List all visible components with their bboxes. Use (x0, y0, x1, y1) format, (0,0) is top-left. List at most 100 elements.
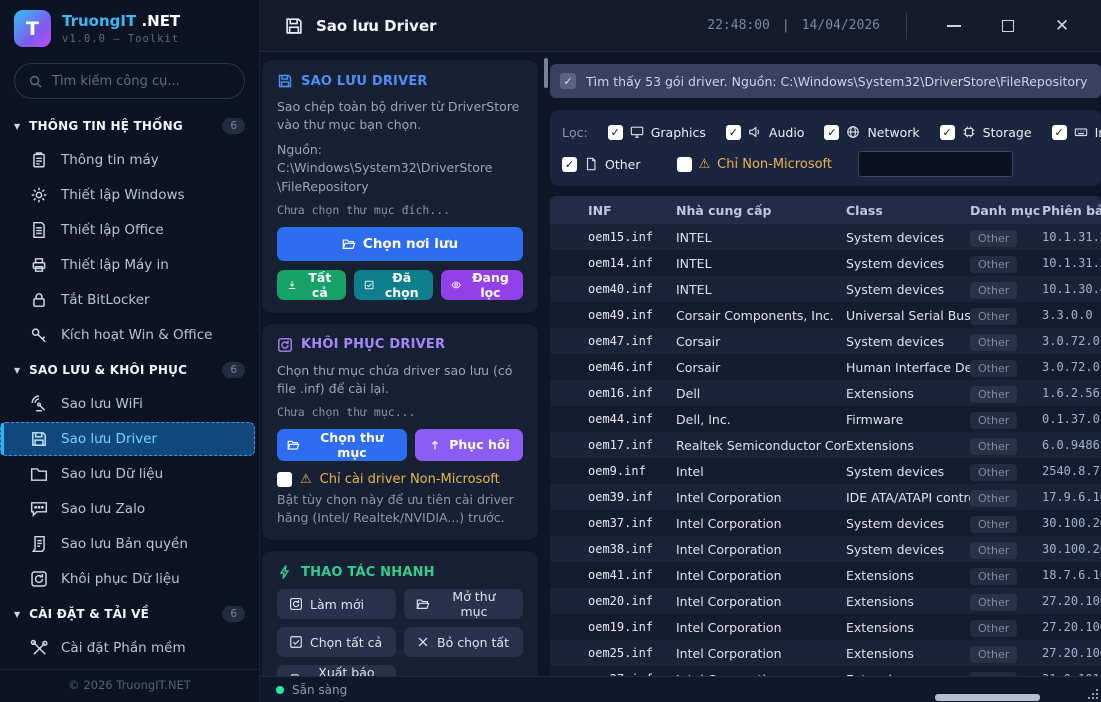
table-row[interactable]: oem15.inf INTEL System devices Other 10.… (550, 224, 1101, 250)
cell-vendor: Intel Corporation (676, 567, 782, 583)
open-folder-button[interactable]: Mở thư mục (404, 589, 523, 620)
filter-non-microsoft[interactable]: ⚠ Chỉ Non-Microsoft (676, 156, 832, 172)
refresh-button[interactable]: Làm mới (277, 589, 396, 620)
choose-folder-button[interactable]: Chọn thư mục (277, 428, 407, 461)
section-backup-restore[interactable]: ▼ SAO LƯU & KHÔI PHỤC 6 (0, 353, 259, 386)
search-input[interactable] (52, 73, 231, 89)
cell-vendor: Intel Corporation (676, 672, 846, 677)
header-vendor[interactable]: Nhà cung cấp (676, 202, 772, 218)
cell-inf: oem37.inf (588, 516, 654, 530)
cell-version: 0.1.37.0 (1042, 412, 1100, 426)
sidebar-item-sao-luu-driver[interactable]: Sao lưu Driver (0, 422, 255, 456)
table-row[interactable]: oem40.inf INTEL System devices Other 10.… (550, 276, 1101, 302)
export-report-button[interactable]: Xuất báo cáo (277, 665, 396, 676)
maximize-button[interactable] (987, 11, 1029, 41)
sidebar-item-cai-dat-phan-mem[interactable]: Cài đặt Phần mềm (2, 631, 255, 665)
sidebar-item-sao-luu-du-lieu[interactable]: Sao lưu Dữ liệu (2, 457, 255, 491)
tool-search[interactable] (14, 63, 245, 99)
sidebar-item-thiet-lap-office[interactable]: Thiết lập Office (2, 213, 255, 247)
table-row[interactable]: oem39.inf Intel Corporation IDE ATA/ATAP… (550, 484, 1101, 510)
cell-category: Other (970, 253, 1042, 273)
header-category[interactable]: Danh mục (970, 202, 1041, 218)
input-checkbox[interactable]: ✓ (1051, 124, 1067, 140)
table-row[interactable]: oem38.inf Intel Corporation System devic… (550, 536, 1101, 562)
table-row[interactable]: oem16.inf Dell Extensions Other 1.6.2.56… (550, 380, 1101, 406)
cell-category: Other (970, 591, 1042, 611)
filter-audio[interactable]: ✓ Audio (725, 124, 804, 140)
category-badge: Other (970, 568, 1018, 585)
table-row[interactable]: oem47.inf Corsair System devices Other 3… (550, 328, 1101, 354)
quick-actions-header: THAO TÁC NHANH (277, 564, 523, 580)
table-row[interactable]: oem20.inf Intel Corporation Extensions O… (550, 588, 1101, 614)
header-class[interactable]: Class (846, 202, 883, 218)
table-row[interactable]: oem27.inf Intel Corporation Extensions O… (550, 666, 1101, 676)
filter-other[interactable]: ✓ Other (562, 156, 641, 172)
network-checkbox[interactable]: ✓ (824, 124, 840, 140)
backup-all-button[interactable]: Tất cả (277, 269, 346, 300)
cell-vendor: Corsair (676, 359, 721, 375)
cell-version: 30.100.20 (1042, 542, 1101, 556)
other-checkbox[interactable]: ✓ (562, 156, 577, 172)
storage-checkbox[interactable]: ✓ (939, 124, 955, 140)
cell-class: Firmware (846, 411, 904, 427)
restore-icon (278, 337, 292, 352)
sidebar-item-label: Sao lưu Driver (61, 431, 158, 447)
sidebar-nav: ▼ THÔNG TIN HỆ THỐNG 6 Thông tin máy Thi… (0, 109, 259, 669)
sidebar-item-sao-luu-wifi[interactable]: Sao lưu WiFi (2, 387, 255, 421)
sidebar-item-thong-tin-may[interactable]: Thông tin máy (2, 143, 255, 177)
table-row[interactable]: oem44.inf Dell, Inc. Firmware Other 0.1.… (550, 406, 1101, 432)
non-microsoft-filter-checkbox[interactable] (676, 156, 692, 172)
sidebar-item-sao-luu-zalo[interactable]: Sao lưu Zalo (2, 492, 255, 526)
panel-scrollbar[interactable] (544, 58, 548, 88)
table-row[interactable]: oem46.inf Corsair Human Interface Devic.… (550, 354, 1101, 380)
table-row[interactable]: oem9.inf Intel System devices Other 2540… (550, 458, 1101, 484)
table-row[interactable]: oem19.inf Intel Corporation Extensions O… (550, 614, 1101, 640)
minimize-button[interactable] (933, 11, 975, 41)
filter-network[interactable]: ✓ Network (824, 124, 920, 140)
status-text: Sẵn sàng (292, 682, 348, 697)
choose-save-location-button[interactable]: Chọn nơi lưu (277, 226, 523, 261)
select-all-button[interactable]: Chọn tất cả (277, 627, 396, 658)
header-inf[interactable]: INF (588, 202, 612, 218)
deselect-all-button[interactable]: Bỏ chọn tất (404, 627, 523, 658)
app-logo: T (14, 10, 51, 47)
resize-grip[interactable] (1087, 688, 1099, 700)
cell-class: System devices (846, 541, 945, 557)
sidebar-item-thiet-lap-windows[interactable]: Thiết lập Windows (2, 178, 255, 212)
sidebar-item-tat-bitlocker[interactable]: Tắt BitLocker (2, 283, 255, 317)
section-system-info[interactable]: ▼ THÔNG TIN HỆ THỐNG 6 (0, 109, 259, 142)
section-install-download[interactable]: ▼ CÀI ĐẶT & TẢI VỀ 6 (0, 597, 259, 630)
table-row[interactable]: oem49.inf Corsair Components, Inc. Unive… (550, 302, 1101, 328)
filter-graphics[interactable]: ✓ Graphics (607, 124, 706, 140)
graphics-checkbox[interactable]: ✓ (607, 124, 623, 140)
backup-source: Nguồn: C:\Windows\System32\DriverStore \… (277, 142, 493, 194)
sidebar-item-kich-hoat[interactable]: Kích hoạt Win & Office (2, 318, 255, 352)
titlebar-divider (906, 12, 907, 39)
non-microsoft-checkbox[interactable] (277, 471, 292, 487)
driver-search-input[interactable] (858, 151, 1013, 177)
table-row[interactable]: oem41.inf Intel Corporation Extensions O… (550, 562, 1101, 588)
audio-checkbox[interactable]: ✓ (725, 124, 741, 140)
table-row[interactable]: oem17.inf Realtek Semiconductor Corp. Ex… (550, 432, 1101, 458)
category-badge: Other (970, 464, 1018, 481)
close-button[interactable]: ✕ (1054, 15, 1070, 36)
filter-input[interactable]: ✓ Input (1051, 124, 1101, 140)
table-row[interactable]: oem25.inf Intel Corporation Extensions O… (550, 640, 1101, 666)
horizontal-scrollbar[interactable] (935, 694, 1040, 701)
restore-button[interactable]: Phục hồi (415, 428, 523, 461)
table-row[interactable]: oem14.inf INTEL System devices Other 10.… (550, 250, 1101, 276)
status-bar: Sẵn sàng (260, 676, 1101, 702)
filter-storage[interactable]: ✓ Storage (939, 124, 1032, 140)
sidebar-item-thiet-lap-may-in[interactable]: Thiết lập Máy in (2, 248, 255, 282)
backup-selected-button[interactable]: Đã chọn (353, 269, 433, 300)
maximize-icon (1002, 19, 1014, 32)
header-version[interactable]: Phiên bản (1042, 202, 1101, 218)
sidebar-item-sao-luu-ban-quyen[interactable]: Sao lưu Bản quyền (2, 527, 255, 561)
cell-class: System devices (846, 515, 945, 531)
backup-filtered-button[interactable]: Đang lọc (440, 269, 523, 300)
cell-class: System devices (846, 229, 945, 245)
floppy-icon (32, 432, 46, 446)
table-row[interactable]: oem37.inf Intel Corporation System devic… (550, 510, 1101, 536)
sidebar-item-khoi-phuc-du-lieu[interactable]: Khôi phục Dữ liệu (2, 562, 255, 596)
cell-inf: oem39.inf (588, 490, 654, 504)
